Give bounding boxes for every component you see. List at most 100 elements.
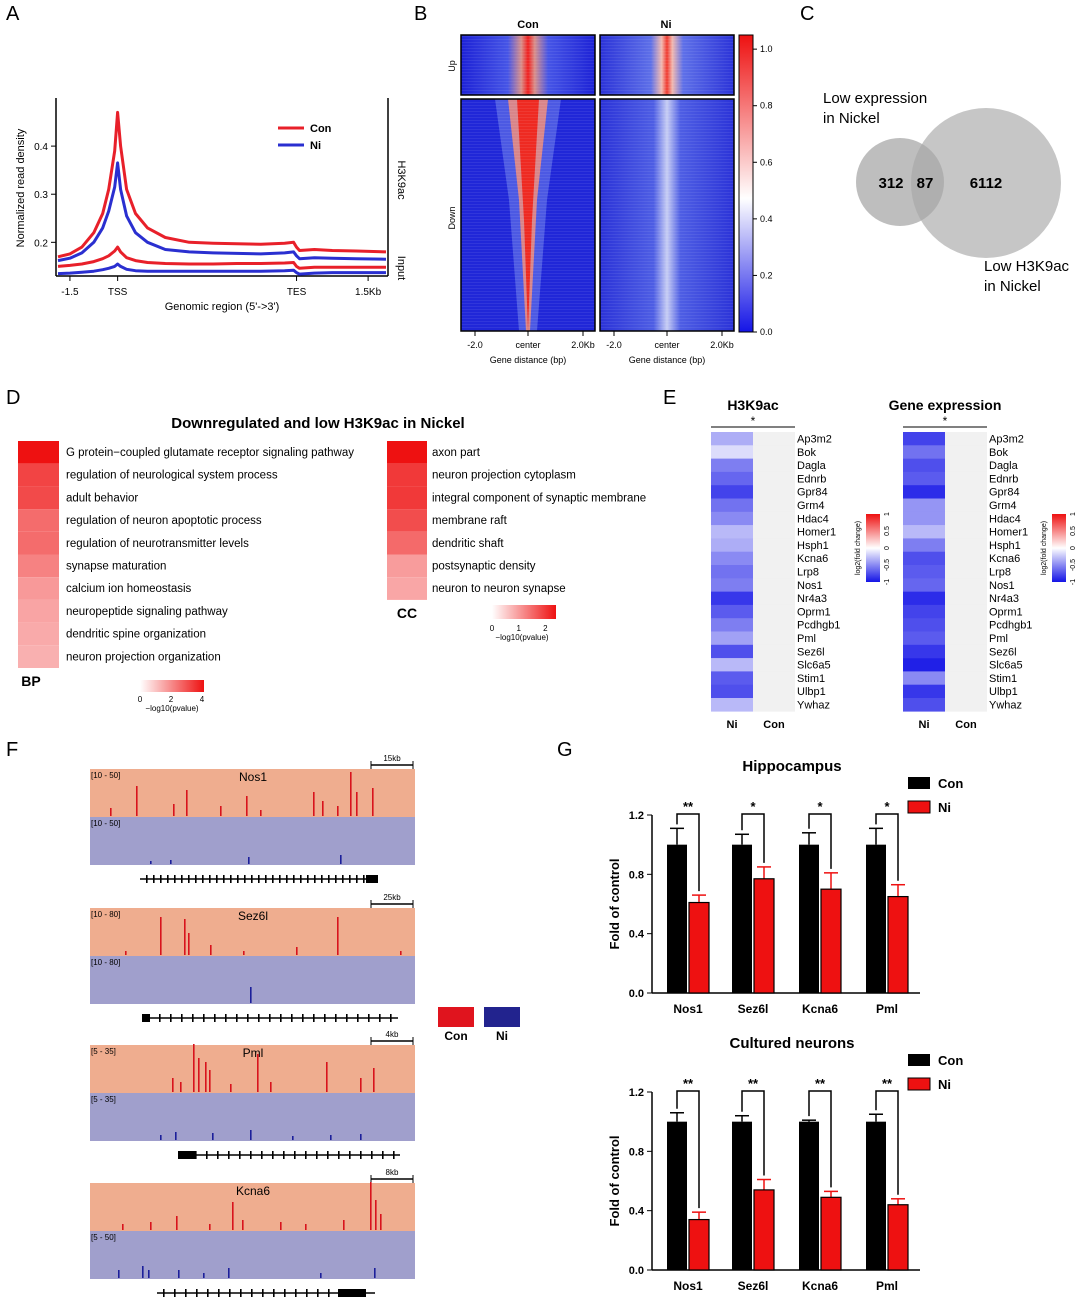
signal-peak-con	[260, 810, 262, 816]
expr-cell-ni	[711, 658, 753, 672]
panel-e-scale-1	[866, 514, 880, 582]
signal-peak-con	[198, 1058, 200, 1092]
gene-model-exon	[382, 1151, 384, 1159]
significance-bracket	[808, 813, 832, 869]
venn-overlap: 87	[917, 175, 934, 192]
bp-cell	[18, 577, 59, 600]
signal-peak-con	[246, 796, 248, 816]
track-scale-label: 8kb	[386, 1168, 399, 1177]
track-con	[90, 908, 415, 956]
expr-cell-ni	[903, 511, 945, 526]
bar-con	[667, 844, 687, 993]
gene-model-exon	[209, 875, 211, 883]
panel-c-venn: 312 87 6112 Low expression in Nickel Low…	[823, 90, 1070, 295]
expr-cell-ni	[711, 458, 753, 473]
panel-d-bp-scale-label: −log10(pvalue)	[145, 704, 198, 713]
gene-model-exon	[240, 1289, 242, 1297]
track-con	[90, 769, 415, 817]
panel-e-col-con: Con	[955, 719, 977, 731]
panel-b-colorbar	[738, 34, 754, 333]
expr-cell-con	[753, 578, 795, 592]
panel-e-gene-heatmaps: H3K9ac Gene expression *Ap3m2BokDaglaEdn…	[711, 397, 1077, 731]
bp-cell	[18, 463, 59, 487]
gene-model-exon	[328, 1289, 330, 1297]
panel-a-x-label: Genomic region (5'->3')	[165, 301, 280, 313]
panel-e-scale-tick: 0	[1070, 546, 1077, 550]
expr-cell-con	[753, 445, 795, 459]
bar-con	[667, 1121, 687, 1270]
panel-a-ytick-label: 0.2	[34, 238, 48, 249]
signal-peak-con	[356, 792, 358, 816]
gene-model-exon	[163, 1289, 165, 1297]
bp-term: adult behavior	[66, 492, 138, 504]
expr-cell-ni	[903, 658, 945, 672]
track-range-con: [10 - 50]	[91, 771, 120, 780]
expr-cell-con	[753, 618, 795, 632]
expr-cell-con	[753, 671, 795, 685]
significance-bracket	[676, 1090, 700, 1209]
expr-cell-con	[945, 618, 987, 632]
signal-peak-con	[205, 1062, 207, 1092]
expr-cell-ni	[903, 445, 945, 459]
panel-b-col-con: Con	[517, 19, 539, 31]
signal-peak-con	[176, 1216, 178, 1230]
gene-model-exon	[302, 1014, 304, 1022]
expr-cell-con	[945, 698, 987, 712]
legend-label-con: Con	[310, 123, 332, 135]
gene-model-exon	[195, 875, 197, 883]
signal-peak-con	[230, 1084, 232, 1092]
gene-model-exon	[196, 1289, 198, 1297]
bar-chart-title: Cultured neurons	[729, 1035, 854, 1052]
panel-b-xtick-label: -2.0	[606, 340, 622, 350]
panel-d-go-heatmap: Downregulated and low H3K9ac in Nickel G…	[18, 415, 646, 713]
cc-cell	[387, 441, 427, 464]
signal-peak-con	[370, 1182, 372, 1230]
bar-category-label: Nos1	[673, 1002, 703, 1016]
signal-peak-con	[343, 1220, 345, 1230]
signal-peak-ni	[150, 861, 152, 864]
expr-cell-ni	[903, 671, 945, 685]
gene-label: Ap3m2	[797, 434, 832, 446]
gene-label: Stim1	[989, 673, 1017, 685]
bar-chart-title: Hippocampus	[742, 758, 841, 775]
signal-peak-ni	[320, 1273, 322, 1278]
panel-e-scale-tick: -1	[884, 579, 891, 585]
gene-model-exon	[314, 875, 316, 883]
gene-model-exon	[229, 1289, 231, 1297]
venn-only-low-expression: 312	[878, 175, 903, 192]
panel-f-legend-ni-label: Ni	[496, 1029, 508, 1043]
gene-model-exon	[335, 875, 337, 883]
bp-scale-tick: 2	[169, 695, 174, 704]
bar-ni	[820, 888, 842, 994]
gene-model-exon	[368, 1014, 370, 1022]
gene-model-utr	[366, 875, 378, 883]
panel-b-xtick-label: 2.0Kb	[710, 340, 734, 350]
expr-cell-con	[945, 525, 987, 539]
expr-cell-ni	[903, 525, 945, 539]
expr-cell-con	[753, 485, 795, 499]
panel-b-xtick-label: center	[654, 340, 679, 350]
gene-model-exon	[153, 875, 155, 883]
gene-label: Ulbp1	[989, 686, 1018, 698]
cc-term: integral component of synaptic membrane	[432, 492, 646, 504]
panel-d-cc-label: CC	[397, 605, 417, 621]
panel-e-scale-tick: 0.5	[1070, 526, 1077, 536]
signal-peak-con	[380, 1214, 382, 1230]
bp-term: dendritic spine organization	[66, 629, 206, 641]
series-line-con-input	[57, 245, 386, 270]
gene-label: Ednrb	[989, 473, 1018, 485]
expr-cell-con	[753, 604, 795, 619]
expr-cell-con	[945, 498, 987, 513]
expr-cell-ni	[903, 618, 945, 632]
heatmap-ni-up	[599, 34, 735, 96]
gene-model-exon	[251, 875, 253, 883]
gene-model-exon	[261, 1151, 263, 1159]
signal-peak-con	[242, 1220, 244, 1230]
signal-peak-ni	[178, 1270, 180, 1278]
expr-cell-ni	[711, 511, 753, 526]
bp-term: G protein−coupled glutamate receptor sig…	[66, 447, 354, 459]
expr-cell-con	[945, 684, 987, 699]
gene-model-exon	[272, 1151, 274, 1159]
bp-cell	[18, 509, 59, 532]
gene-model-utr	[178, 1151, 196, 1159]
